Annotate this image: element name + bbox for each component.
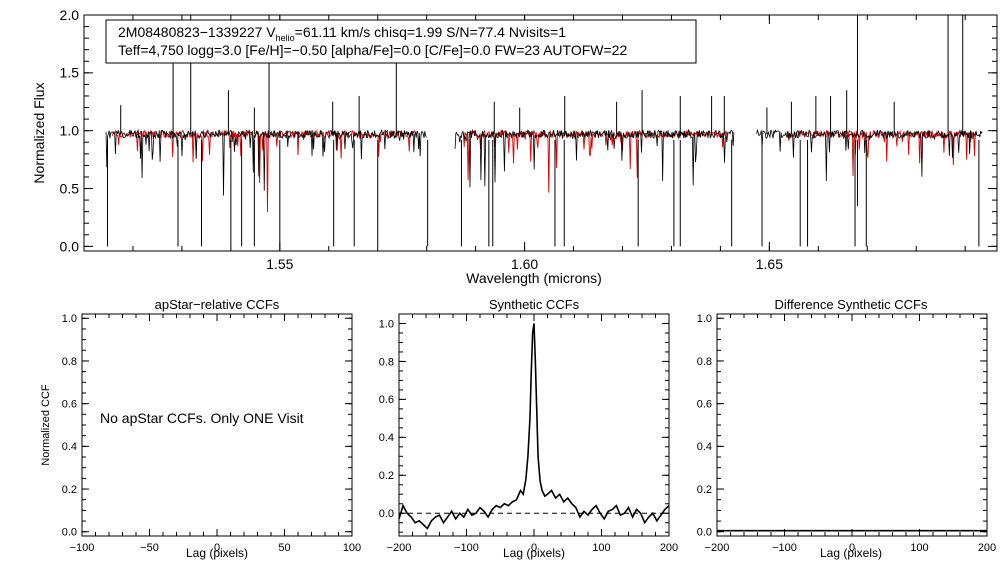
spectrum-observed-line bbox=[105, 15, 983, 247]
apstar-ccf-ticks: −100 −50 0 50 100 0.0 0.2 0.4 0.6 0.8 1.0 bbox=[62, 313, 361, 554]
spectrum-y-axis-label: Normalized Flux bbox=[31, 82, 47, 183]
apstar-ccf-panel: −100 −50 0 50 100 0.0 0.2 0.4 0.6 0.8 1.0 apStar−r… bbox=[40, 297, 361, 560]
y-tick-label: 0.4 bbox=[62, 441, 77, 453]
spectrum-info-box bbox=[105, 19, 697, 64]
apstar-ccf-annotation: No apStar CCFs. Only ONE Visit bbox=[100, 410, 304, 426]
spectrum-x-axis-label: Wavelength (microns) bbox=[466, 270, 602, 286]
ccf-series-path bbox=[398, 323, 670, 530]
y-tick-label: 0.8 bbox=[62, 356, 77, 368]
y-tick-label: 0.2 bbox=[379, 470, 394, 482]
y-tick-label: 0.4 bbox=[697, 441, 712, 453]
y-tick-label: 0.5 bbox=[60, 180, 80, 196]
x-tick-label: 0 bbox=[214, 542, 220, 554]
x-tick-label: 200 bbox=[660, 542, 678, 554]
y-tick-label: 2.0 bbox=[60, 7, 80, 23]
x-tick-label: −100 bbox=[772, 542, 797, 554]
y-tick-label: 0.0 bbox=[379, 508, 394, 520]
difference-ccf-panel: −200 −100 0 100 200 0.0 0.2 0.4 0.6 0.8 1.0 Differ… bbox=[697, 297, 996, 560]
y-tick-label: 0.8 bbox=[697, 356, 712, 368]
spectrum-ticks: 1.55 1.60 1.65 0.0 0.5 1.0 1.5 2.0 bbox=[60, 7, 997, 272]
x-tick-label: 1.60 bbox=[511, 256, 538, 272]
synthetic-ccf-panel: −200 −100 0 100 200 0.0 0.2 0.4 0.6 0.8 1.0 Synthe… bbox=[379, 297, 678, 560]
y-tick-label: 1.0 bbox=[60, 123, 80, 139]
x-tick-label: 100 bbox=[910, 542, 928, 554]
synthetic-ccf-ticks: −200 −100 0 100 200 0.0 0.2 0.4 0.6 0.8 1.0 bbox=[379, 313, 678, 554]
apstar-ccf-x-axis-label: Lag (pixels) bbox=[186, 546, 248, 560]
x-tick-label: 1.65 bbox=[756, 256, 783, 272]
synthetic-ccf-line bbox=[398, 323, 670, 530]
y-tick-label: 0.6 bbox=[62, 399, 77, 411]
y-tick-label: 0.0 bbox=[697, 527, 712, 539]
synthetic-ccf-x-axis-label: Lag (pixels) bbox=[503, 546, 565, 560]
x-tick-label: 0 bbox=[849, 542, 855, 554]
x-tick-label: 100 bbox=[592, 542, 610, 554]
x-tick-label: −200 bbox=[387, 542, 412, 554]
y-tick-label: 0.2 bbox=[697, 484, 712, 496]
difference-ccf-title: Difference Synthetic CCFs bbox=[775, 297, 928, 312]
y-tick-label: 0.6 bbox=[697, 399, 712, 411]
difference-ccf-plot-frame bbox=[716, 313, 988, 537]
y-tick-label: 0.4 bbox=[379, 432, 394, 444]
y-tick-label: 0.6 bbox=[379, 394, 394, 406]
spectrum-info-line-2: Teff=4,750 logg=3.0 [Fe/H]=−0.50 [alpha/… bbox=[118, 42, 627, 58]
x-tick-label: 1.55 bbox=[266, 256, 293, 272]
y-tick-label: 0.0 bbox=[60, 238, 80, 254]
synthetic-ccf-plot-frame bbox=[398, 313, 670, 537]
x-tick-label: −100 bbox=[454, 542, 479, 554]
y-tick-label: 0.8 bbox=[379, 356, 394, 368]
spectrum-info-line-1: 2M08480823−1339227 Vhelio=61.11 km/s chi… bbox=[118, 24, 566, 43]
spectrum-panel: 1.55 1.60 1.65 0.0 0.5 1.0 1.5 2.0 2M08480823−1… bbox=[31, 7, 998, 286]
apstar-ccf-title: apStar−relative CCFs bbox=[155, 297, 280, 312]
y-tick-label: 0.2 bbox=[62, 484, 77, 496]
x-tick-label: 100 bbox=[343, 542, 361, 554]
difference-ccf-x-axis-label: Lag (pixels) bbox=[820, 546, 882, 560]
x-tick-label: 0 bbox=[531, 542, 537, 554]
y-tick-label: 1.0 bbox=[62, 313, 77, 325]
y-tick-label: 1.0 bbox=[379, 318, 394, 330]
x-tick-label: −100 bbox=[70, 542, 95, 554]
y-tick-label: 1.0 bbox=[697, 313, 712, 325]
y-tick-label: 1.5 bbox=[60, 65, 80, 81]
x-tick-label: 50 bbox=[278, 542, 290, 554]
difference-ccf-ticks: −200 −100 0 100 200 0.0 0.2 0.4 0.6 0.8 1.0 bbox=[697, 313, 996, 554]
x-tick-label: 200 bbox=[978, 542, 996, 554]
observed-spectrum-path bbox=[105, 128, 983, 196]
synthetic-ccf-title: Synthetic CCFs bbox=[489, 297, 580, 312]
x-tick-label: −50 bbox=[140, 542, 159, 554]
apstar-ccf-y-axis-label: Normalized CCF bbox=[40, 384, 52, 466]
y-tick-label: 0.0 bbox=[62, 527, 77, 539]
x-tick-label: −200 bbox=[705, 542, 730, 554]
spectrum-plot-frame bbox=[83, 14, 998, 252]
